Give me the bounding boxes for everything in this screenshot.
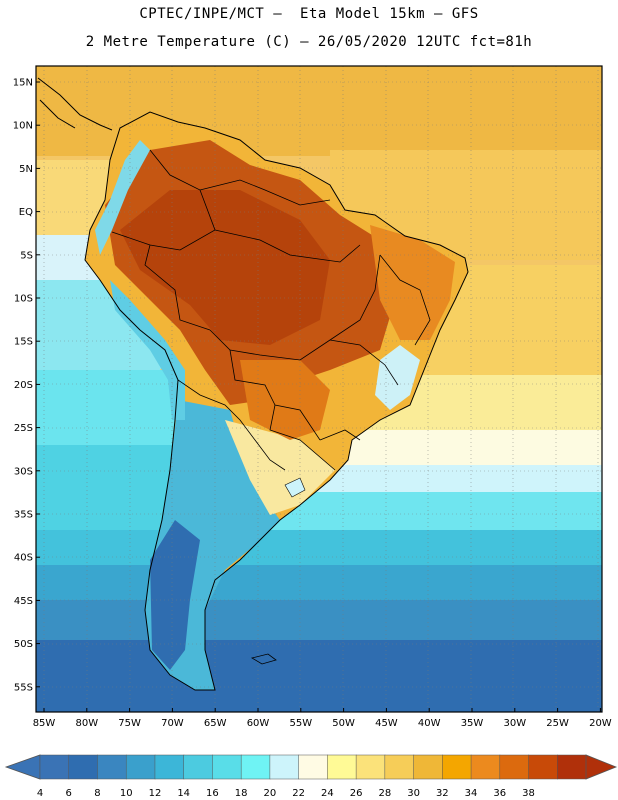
colorbar-swatch (413, 754, 443, 780)
colorbar-label: 36 (493, 788, 506, 799)
lat-label: 15N (13, 78, 33, 89)
colorbar-swatch (442, 754, 472, 780)
lon-label: 35W (461, 718, 484, 729)
lon-label: 55W (289, 718, 312, 729)
colorbar-label: 10 (120, 788, 133, 799)
lon-label: 30W (503, 718, 526, 729)
colorbar-label: 22 (292, 788, 305, 799)
colorbar-swatch (125, 754, 156, 780)
colorbar-swatch (327, 754, 357, 780)
colorbar-swatch (499, 754, 530, 780)
lat-label: 55S (14, 682, 33, 693)
lon-label: 25W (546, 718, 569, 729)
band-pacific-14 (36, 445, 176, 535)
lagoa-dos-patos (284, 477, 306, 498)
lat-label: 30S (14, 466, 33, 477)
andes-central-cool (110, 280, 185, 420)
colorbar-label: 16 (206, 788, 219, 799)
band-6 (36, 640, 602, 712)
colorbar-label: 12 (149, 788, 162, 799)
colorbar-swatch (355, 754, 386, 780)
colorbar-label: 26 (350, 788, 363, 799)
title-line-2: 2 Metre Temperature (C) – 26/05/2020 12U… (85, 34, 533, 50)
band-12 (36, 530, 602, 570)
falkland-islands (250, 653, 277, 665)
lon-label: 70W (161, 718, 184, 729)
colorbar-labels: 4 6 8 10 12 14 16 18 20 22 24 26 28 30 32 34 36 38 (37, 788, 535, 799)
band-8 (36, 600, 602, 645)
colorbar-swatch (470, 754, 501, 780)
colorbar-label: 14 (177, 788, 190, 799)
northeast-warm (370, 225, 455, 340)
colorbar-swatch (212, 754, 242, 780)
lon-label: 75W (118, 718, 141, 729)
central-america (37, 77, 113, 131)
lat-label: 5S (20, 250, 33, 261)
lat-label: 50S (14, 639, 33, 650)
lon-label: 65W (204, 718, 227, 729)
lon-label: 40W (418, 718, 441, 729)
colorbar-label: 24 (321, 788, 334, 799)
colorbar-swatch (557, 754, 587, 780)
lat-label: 10N (13, 121, 33, 132)
map-frame (35, 65, 603, 713)
lat-label: 15S (14, 337, 33, 348)
colorbar-swatch (269, 754, 300, 780)
colorbar-label: 30 (407, 788, 420, 799)
colorbar (4, 754, 618, 780)
pampas-mild (225, 420, 335, 515)
band-atlantic-16 (270, 492, 602, 532)
band-atlantic-20 (290, 465, 602, 495)
colorbar-label: 20 (264, 788, 277, 799)
colorbar-label: 6 (66, 788, 72, 799)
lon-label: 85W (33, 718, 56, 729)
lon-label: 20W (589, 718, 612, 729)
lon-label: 45W (375, 718, 398, 729)
colorbar-swatch (298, 754, 328, 780)
coastline (84, 111, 469, 691)
colorbar-label: 18 (235, 788, 248, 799)
title-line-1: CPTEC/INPE/MCT – Eta Model 15km – GFS (139, 6, 479, 22)
lat-label: 5N (19, 164, 33, 175)
temperature-field (36, 66, 602, 712)
lat-label: 10S (14, 294, 33, 305)
colorbar-label: 4 (37, 788, 43, 799)
colorbar-swatch (528, 754, 558, 780)
country-borders (111, 149, 431, 471)
latitude-axis: 15N 10N 5N EQ 5S 10S 15S 20S 25S 30S 35S 40S 45S 50S 5… (13, 78, 40, 693)
lon-label: 50W (332, 718, 355, 729)
central-warm (240, 360, 330, 440)
longitude-axis: 85W 80W 75W 70W 65W 60W 55W 50W 45W 40W 35W 30W 25W 2… (33, 708, 612, 729)
colorbar-swatch (154, 754, 185, 780)
colorbar-swatch (183, 754, 213, 780)
colorbar-low-arrow (4, 754, 41, 780)
colorbar-label: 38 (522, 788, 535, 799)
colorbar-swatch (39, 754, 70, 780)
colorbar-swatch (97, 754, 127, 780)
andes-north-cool (95, 140, 150, 255)
colorbar-label: 28 (378, 788, 391, 799)
lat-label: 25S (14, 423, 33, 434)
amazon-core (120, 190, 330, 345)
coastal-highlands-cool (375, 345, 420, 410)
colorbar-label: 34 (465, 788, 478, 799)
lat-label: 40S (14, 553, 33, 564)
band-10 (36, 565, 602, 605)
colorbar-swatch (240, 754, 271, 780)
lat-label: 20S (14, 380, 33, 391)
lon-label: 80W (75, 718, 98, 729)
colorbar-swatch (384, 754, 415, 780)
colorbar-label: 32 (436, 788, 449, 799)
band-pacific-16 (36, 370, 176, 450)
colorbar-label: 8 (94, 788, 100, 799)
andes-cold (150, 520, 200, 670)
colorbar-high-arrow (585, 754, 618, 780)
colorbar-swatch (68, 754, 99, 780)
lat-label: EQ (19, 207, 33, 218)
lat-label: 45S (14, 596, 33, 607)
lat-label: 35S (14, 510, 33, 521)
lon-label: 60W (247, 718, 270, 729)
